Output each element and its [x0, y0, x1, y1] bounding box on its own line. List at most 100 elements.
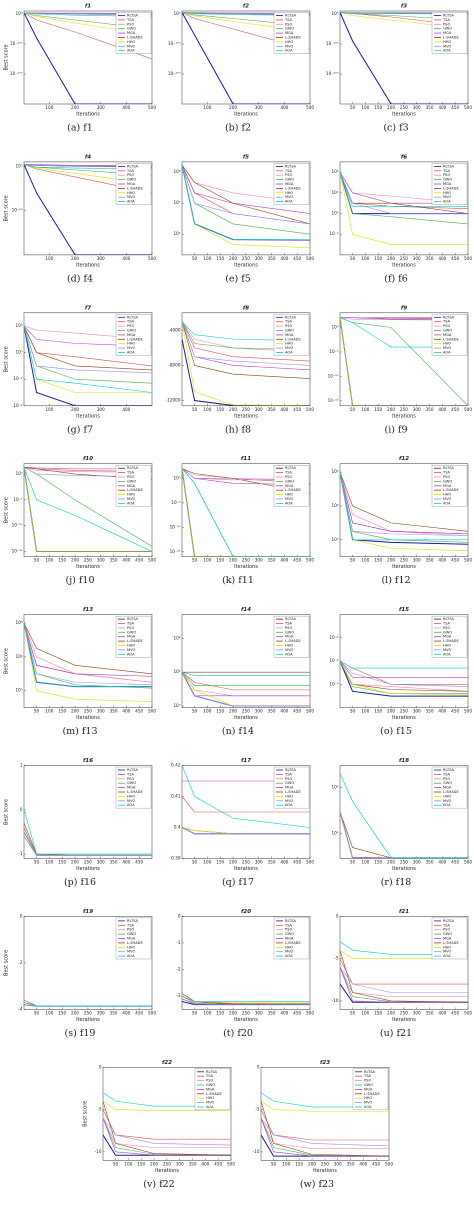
- series-line: [182, 321, 310, 406]
- series-line: [340, 472, 468, 537]
- series-line: [340, 12, 468, 104]
- x-tick-label: 50: [192, 1010, 198, 1015]
- legend-label: RLTSA: [285, 617, 297, 621]
- legend-label: L-SHADE: [285, 488, 301, 492]
- legend-label: L-SHADE: [285, 790, 301, 794]
- x-tick-label: 50: [192, 709, 198, 714]
- y-tick-label: 10⁻²⁰⁰: [10, 71, 23, 76]
- series-line: [103, 1117, 231, 1156]
- x-tick-label: 250: [242, 558, 250, 563]
- series-lines: [261, 1092, 389, 1157]
- x-tick-label: 250: [242, 407, 250, 412]
- x-tick-label: 200: [308, 1161, 316, 1166]
- y-axis-label: Best score: [83, 1101, 89, 1127]
- subplot: f14 10⁰ 10¹ 10² 50 100 150 200 250 300 350 400 450 50…: [173, 607, 314, 737]
- y-tick-label: 10⁸: [331, 469, 338, 474]
- subplot: f15 10⁻³ 10⁻² 10⁻¹ 50 100 150 200 250 300 350 400 45…: [329, 607, 472, 737]
- x-axis-label: Iterations: [155, 1168, 179, 1174]
- y-tick-label: 10⁻²⁰⁰: [168, 71, 181, 76]
- series-lines: [340, 660, 468, 697]
- y-tick-label: 0: [20, 807, 23, 812]
- legend-label: PSO: [127, 173, 134, 177]
- series-lines: [24, 622, 152, 702]
- x-tick-label: 50: [192, 860, 198, 865]
- x-tick-label: 250: [400, 1010, 408, 1015]
- x-tick-label: 50: [192, 256, 198, 261]
- legend-label: HHO: [285, 493, 293, 497]
- legend-label: RLTSA: [285, 768, 297, 772]
- y-axis-label: Best score: [4, 44, 10, 70]
- y-tick-label: 10⁻²: [329, 231, 339, 236]
- x-tick-label: 150: [374, 709, 382, 714]
- legend-label: TSA: [284, 622, 293, 626]
- x-tick-label: 500: [306, 860, 314, 865]
- series-line: [340, 317, 468, 320]
- subplot: f23 -10 -5 0 50 100 150 200 250 300 350 400 450 500 It…: [253, 1060, 394, 1190]
- legend-label: AOA: [285, 200, 293, 204]
- legend-label: AOA: [443, 49, 451, 53]
- caption: (j) f10: [66, 575, 95, 586]
- y-tick-label: 10⁻¹⁰⁰: [10, 41, 23, 46]
- x-tick-label: 100: [45, 558, 53, 563]
- x-tick-label: 400: [122, 860, 130, 865]
- x-tick-label: 500: [306, 709, 314, 714]
- x-tick-label: 100: [45, 860, 53, 865]
- legend-label: PSO: [443, 173, 450, 177]
- legend-label: L-SHADE: [127, 36, 143, 40]
- series-line: [182, 12, 310, 51]
- legend-label: AOA: [285, 652, 293, 656]
- x-tick-label: 450: [135, 709, 143, 714]
- x-axis-label: Iterations: [392, 564, 416, 570]
- y-tick-label: -8000: [168, 362, 181, 367]
- subplot: f8 -12000 -8000 -4000 50 100 150 200 250 300 350 40…: [166, 305, 315, 435]
- subplot: f9 10⁻¹⁵ 10⁻¹⁰ 10⁻⁵ 10⁰ 50 100 150 200 250 300 350 4…: [328, 305, 473, 435]
- x-tick-label: 350: [426, 558, 434, 563]
- legend-label: RLTSA: [443, 919, 455, 923]
- legend-label: TSA: [126, 18, 135, 22]
- series-lines: [340, 172, 468, 245]
- legend-label: MGA: [364, 1087, 373, 1091]
- legend-label: AOA: [285, 49, 293, 53]
- legend-label: MVO: [443, 44, 451, 48]
- y-tick-label: 10⁰: [173, 703, 180, 708]
- x-tick-label: 450: [293, 860, 301, 865]
- x-tick-label: 300: [97, 105, 105, 110]
- legend-label: L-SHADE: [443, 36, 459, 40]
- series-line: [182, 468, 310, 481]
- series-line: [340, 967, 468, 1003]
- legend-label: TSA: [442, 169, 451, 173]
- legend-label: MVO: [285, 44, 293, 48]
- legend-label: RLTSA: [127, 768, 139, 772]
- legend-label: GWO: [127, 781, 136, 785]
- legend-label: AOA: [127, 200, 135, 204]
- series-line: [340, 317, 468, 348]
- y-tick-label: 10⁻⁵: [329, 349, 339, 354]
- caption: (u) f21: [380, 1028, 412, 1039]
- series-line: [24, 622, 152, 687]
- series-line: [340, 172, 468, 207]
- legend-label: TSA: [284, 169, 293, 173]
- series-line: [261, 1100, 389, 1112]
- x-tick-label: 100: [203, 860, 211, 865]
- y-tick-label: 10²: [15, 323, 22, 328]
- x-tick-label: 450: [451, 709, 459, 714]
- legend-label: AOA: [127, 954, 135, 958]
- legend-label: MVO: [285, 195, 293, 199]
- x-tick-label: 500: [464, 256, 472, 261]
- x-tick-label: 250: [400, 860, 408, 865]
- y-tick-label: 10⁴: [331, 169, 338, 174]
- x-tick-label: 500: [148, 1010, 156, 1015]
- subplot: f17 0.39 0.4 0.41 0.42 50 100 150 200 250 300 350 40…: [171, 758, 314, 888]
- x-tick-label: 300: [413, 709, 421, 714]
- legend-label: MVO: [285, 497, 293, 501]
- chart-title: f17: [241, 758, 251, 764]
- caption: (d) f4: [67, 273, 93, 284]
- subplot: f22 -10 -5 0 50 100 150 200 250 300 350 400 450 500 It…: [83, 1060, 236, 1190]
- x-tick-label: 450: [293, 407, 301, 412]
- x-tick-label: 100: [203, 256, 211, 261]
- series-line: [24, 164, 152, 167]
- chart-title: f18: [399, 758, 409, 764]
- legend-label: HHO: [285, 644, 293, 648]
- x-tick-label: 500: [306, 105, 314, 110]
